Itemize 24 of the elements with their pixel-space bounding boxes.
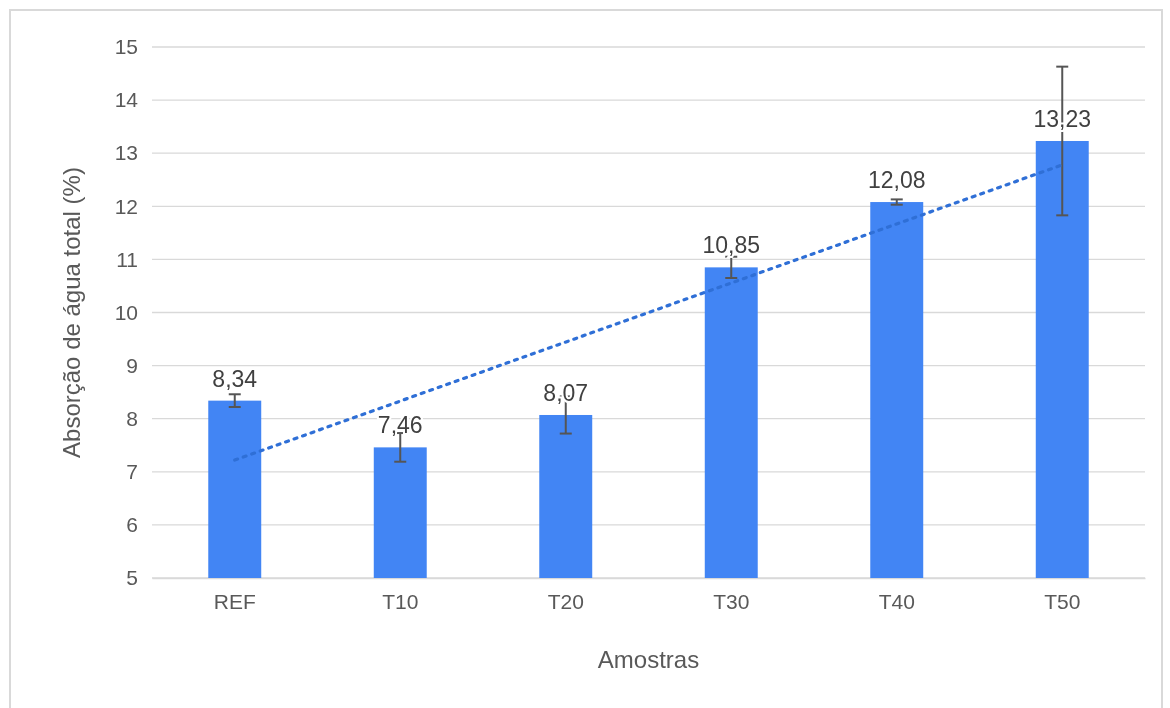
y-tick-label: 6	[126, 513, 138, 537]
y-tick-label: 5	[126, 566, 138, 590]
data-label: 8,34	[212, 365, 258, 392]
x-tick-label: REF	[213, 589, 256, 613]
x-tick-label: T40	[878, 589, 915, 613]
y-tick-label: 13	[114, 141, 138, 165]
y-tick-label: 15	[114, 35, 138, 59]
x-tick-label: T10	[382, 589, 419, 613]
x-axis-title: Amostras	[597, 646, 700, 673]
x-tick-label: T20	[547, 589, 584, 613]
data-label: 7,46	[377, 412, 423, 439]
x-tick-label: T30	[713, 589, 750, 613]
data-label: 10,85	[702, 232, 761, 259]
x-tick-label: T50	[1044, 589, 1081, 613]
y-tick-label: 8	[126, 406, 138, 430]
y-tick-label: 11	[116, 247, 138, 271]
data-label: 12,08	[867, 167, 926, 194]
y-tick-label: 7	[126, 460, 138, 484]
y-tick-label: 12	[114, 194, 138, 218]
data-label: 8,07	[543, 379, 589, 406]
y-axis-title: Absorção de água total (%)	[58, 167, 85, 458]
y-tick-label: 10	[114, 300, 138, 324]
y-tick-label: 9	[126, 353, 138, 377]
y-tick-label: 14	[114, 88, 139, 112]
